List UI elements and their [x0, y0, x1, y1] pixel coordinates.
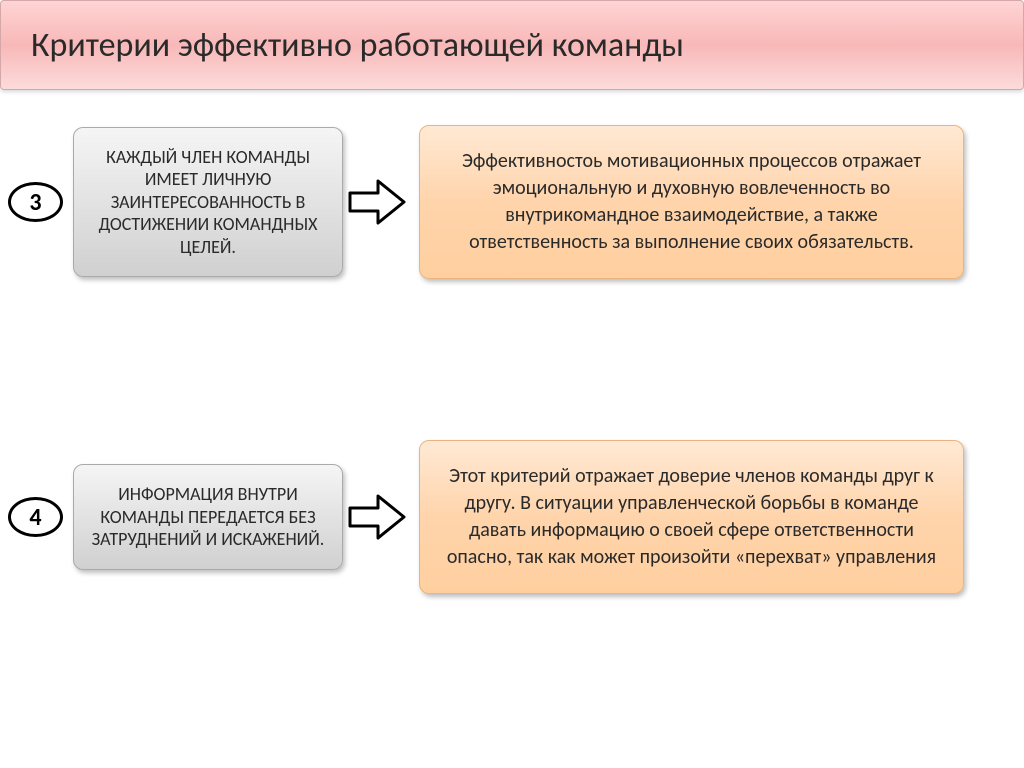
criterion-number: 4: [29, 503, 41, 532]
arrow-right-icon: [343, 177, 413, 227]
criterion-row-3: 3 КАЖДЫЙ ЧЛЕН КОМАНДЫ ИМЕЕТ ЛИЧНУЮ ЗАИНТ…: [0, 125, 1024, 279]
arrow-right-icon: [343, 492, 413, 542]
criterion-number-bubble: 3: [8, 182, 63, 222]
criterion-description: Эффективностоь мотивационных процессов о…: [462, 149, 921, 254]
criterion-label: КАЖДЫЙ ЧЛЕН КОМАНДЫ ИМЕЕТ ЛИЧНУЮ ЗАИНТЕР…: [99, 146, 318, 258]
criterion-number-bubble: 4: [8, 497, 63, 537]
criterion-label-box: ИНФОРМАЦИЯ ВНУТРИ КОМАНДЫ ПЕРЕДАЕТСЯ БЕЗ…: [73, 464, 343, 570]
slide-title-bar: Критерии эффективно работающей команды: [0, 0, 1024, 90]
criterion-number: 3: [29, 188, 41, 217]
criterion-label: ИНФОРМАЦИЯ ВНУТРИ КОМАНДЫ ПЕРЕДАЕТСЯ БЕЗ…: [92, 483, 325, 550]
criterion-description: Этот критерий отражает доверие членов ко…: [447, 464, 936, 569]
criterion-row-4: 4 ИНФОРМАЦИЯ ВНУТРИ КОМАНДЫ ПЕРЕДАЕТСЯ Б…: [0, 440, 1024, 594]
criterion-label-box: КАЖДЫЙ ЧЛЕН КОМАНДЫ ИМЕЕТ ЛИЧНУЮ ЗАИНТЕР…: [73, 127, 343, 278]
criterion-description-box: Этот критерий отражает доверие членов ко…: [419, 440, 964, 594]
criterion-description-box: Эффективностоь мотивационных процессов о…: [419, 125, 964, 279]
slide-title: Критерии эффективно работающей команды: [31, 25, 684, 66]
